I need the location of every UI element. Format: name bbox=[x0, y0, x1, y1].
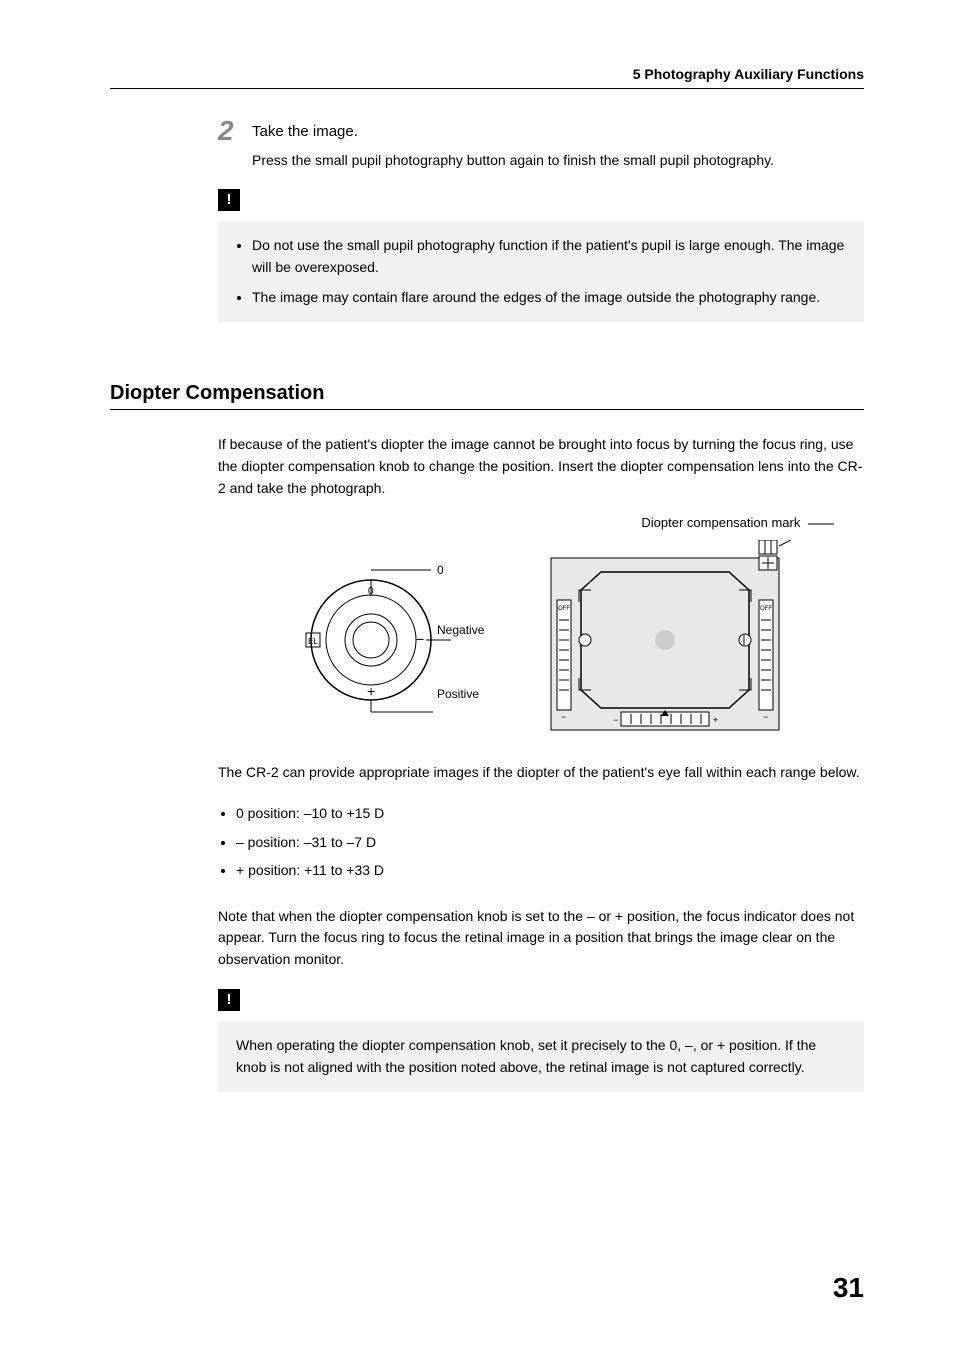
range-list: 0 position: –10 to +15 D – position: –31… bbox=[218, 800, 864, 884]
step-title: Take the image. bbox=[252, 117, 774, 144]
caution-box-1: Do not use the small pupil photography f… bbox=[218, 221, 864, 322]
focus-note: Note that when the diopter compensation … bbox=[218, 906, 864, 971]
section-body: If because of the patient's diopter the … bbox=[218, 434, 864, 1092]
page: 5 Photography Auxiliary Functions 2 Take… bbox=[0, 0, 954, 1350]
svg-text:EL: EL bbox=[308, 637, 318, 646]
knob-diagram: EL 0 0 − Negative + Positive bbox=[291, 540, 511, 730]
svg-text:Positive: Positive bbox=[437, 687, 479, 701]
caution-item: The image may contain flare around the e… bbox=[252, 287, 846, 309]
running-header: 5 Photography Auxiliary Functions bbox=[110, 66, 864, 89]
svg-text:−: − bbox=[763, 712, 768, 722]
range-intro: The CR-2 can provide appropriate images … bbox=[218, 762, 864, 784]
diagram-mark-label: Diopter compensation mark bbox=[218, 515, 864, 530]
svg-text:+: + bbox=[367, 683, 375, 699]
svg-text:+: + bbox=[713, 715, 718, 725]
section-heading: Diopter Compensation bbox=[110, 382, 864, 410]
step-block: 2 Take the image. Press the small pupil … bbox=[218, 117, 864, 322]
step-body: Press the small pupil photography button… bbox=[252, 150, 774, 172]
intro-paragraph: If because of the patient's diopter the … bbox=[218, 434, 864, 499]
caution-item: Do not use the small pupil photography f… bbox=[252, 235, 846, 278]
range-item: + position: +11 to +33 D bbox=[236, 857, 864, 884]
svg-text:−: − bbox=[613, 715, 618, 725]
caution-icon: ! bbox=[218, 189, 240, 211]
svg-text:0: 0 bbox=[437, 563, 444, 577]
step-number: 2 bbox=[218, 117, 242, 145]
caution-icon: ! bbox=[218, 989, 240, 1011]
range-item: 0 position: –10 to +15 D bbox=[236, 800, 864, 827]
svg-text:−: − bbox=[561, 712, 566, 722]
svg-text:Negative: Negative bbox=[437, 623, 485, 637]
page-number: 31 bbox=[833, 1272, 864, 1304]
svg-text:OFF: OFF bbox=[760, 606, 772, 612]
svg-text:OFF: OFF bbox=[558, 606, 570, 612]
diagram-row: EL 0 0 − Negative + Positive bbox=[218, 540, 864, 740]
svg-text:−: − bbox=[416, 631, 424, 647]
display-diagram: OFF − OFF − bbox=[541, 540, 791, 740]
caution-box-2: When operating the diopter compensation … bbox=[218, 1021, 864, 1092]
range-item: – position: –31 to –7 D bbox=[236, 829, 864, 856]
